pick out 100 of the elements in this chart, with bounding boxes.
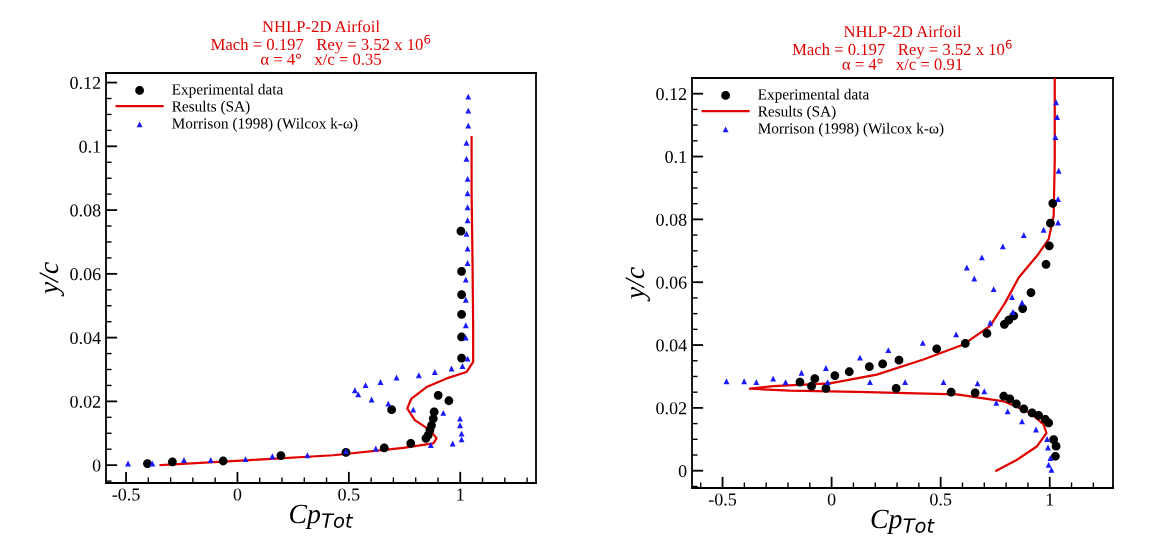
point <box>1049 435 1059 445</box>
point <box>1009 309 1016 316</box>
point <box>464 175 471 182</box>
y-tick-label: 0.1 <box>665 150 687 164</box>
point <box>457 422 463 429</box>
point <box>1044 241 1054 251</box>
point <box>457 415 463 422</box>
point <box>782 379 789 386</box>
chart-title: NHLP-2D Airfoil Mach = 0.197 Rey = 3.52 x 10$^{6}$ α = 4° x/c = 0.35 <box>211 20 431 65</box>
point <box>1048 198 1058 208</box>
legend-label: Morrison (1998) (Wilcox k-ω) <box>172 117 358 132</box>
point <box>822 365 829 371</box>
point <box>919 339 926 346</box>
point <box>878 359 888 369</box>
point <box>987 319 994 326</box>
point <box>427 442 434 449</box>
point <box>1044 436 1051 442</box>
point <box>891 384 901 393</box>
x-axis-title: Cp$_{Tot}$ <box>871 509 935 535</box>
point <box>1048 466 1055 473</box>
legend-label: Experimental data <box>758 88 870 103</box>
point <box>1046 218 1055 228</box>
point <box>464 355 471 362</box>
point <box>1033 426 1039 433</box>
point <box>406 439 416 448</box>
point <box>867 379 873 386</box>
y-tick-label: 0.08 <box>70 204 101 217</box>
point <box>372 445 379 452</box>
point <box>276 451 286 460</box>
x-tick-label: -0.5 <box>708 493 737 506</box>
point <box>982 329 992 338</box>
point <box>143 459 152 468</box>
point <box>465 107 472 114</box>
point <box>753 379 760 386</box>
y-tick-label: 0.02 <box>70 395 101 408</box>
point <box>741 378 748 385</box>
point <box>379 443 389 453</box>
point <box>1040 415 1050 424</box>
point <box>1026 288 1036 297</box>
point <box>464 217 471 224</box>
point <box>1040 226 1047 233</box>
point <box>463 230 470 237</box>
y-tick-label: 0.04 <box>656 339 687 352</box>
point <box>1053 99 1060 106</box>
point <box>993 399 1000 406</box>
y-tick-label: 0.08 <box>656 213 687 226</box>
point <box>894 355 904 365</box>
point <box>902 379 909 386</box>
point <box>770 375 777 382</box>
point <box>463 139 470 146</box>
point <box>990 286 997 293</box>
y-tick-label: 0.06 <box>656 276 687 289</box>
x-tick-label: 0.5 <box>338 488 360 501</box>
point <box>1055 167 1062 174</box>
point <box>465 93 472 100</box>
point <box>885 347 892 354</box>
point <box>433 390 443 400</box>
point <box>458 430 465 437</box>
point <box>1034 411 1044 420</box>
point <box>168 457 177 467</box>
point <box>807 381 816 391</box>
point <box>1055 196 1061 202</box>
point <box>1052 134 1059 141</box>
legend-label: Results (SA) <box>758 105 836 120</box>
point <box>464 245 471 252</box>
x-tick-label: 0 <box>233 488 242 501</box>
y-axis-title: y/c <box>625 267 650 302</box>
point <box>269 453 276 460</box>
point <box>462 276 469 283</box>
point <box>385 400 392 407</box>
y-tick-label: 0.06 <box>70 268 101 281</box>
point <box>462 296 469 303</box>
point <box>456 226 466 236</box>
point <box>362 382 369 389</box>
point <box>1054 114 1061 120</box>
point <box>218 456 228 466</box>
point <box>1019 418 1025 425</box>
x-tick-label: 1 <box>1046 493 1054 506</box>
point <box>723 378 730 385</box>
y-tick-label: 0 <box>678 464 687 478</box>
point <box>960 339 970 348</box>
point <box>1019 299 1025 306</box>
y-axis-title: y/c <box>39 262 64 297</box>
point <box>1019 404 1029 414</box>
point <box>821 384 831 393</box>
point <box>464 260 471 266</box>
point <box>457 266 466 276</box>
legend-label: Results (SA) <box>172 100 250 115</box>
point <box>810 374 820 384</box>
y-tick-label: 0 <box>92 459 101 472</box>
point <box>974 380 981 387</box>
point <box>462 334 469 341</box>
x-tick-label: 0 <box>827 493 836 506</box>
point <box>429 407 439 417</box>
x-tick-label: 1 <box>457 488 464 501</box>
point <box>457 353 466 363</box>
point <box>1011 399 1021 409</box>
point <box>464 204 471 211</box>
point <box>457 309 466 319</box>
point <box>377 378 384 385</box>
